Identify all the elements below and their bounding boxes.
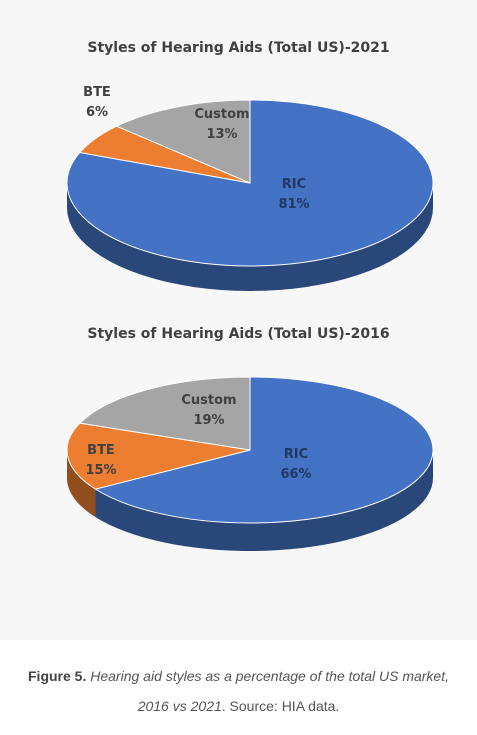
caption-years: 2016 vs 2021 [137, 698, 222, 714]
slice-value-ric-1: 66% [280, 467, 311, 482]
slice-label-custom-1: Custom [181, 393, 236, 408]
slice-label-ric-0: RIC [282, 177, 306, 192]
caption-text: Hearing aid styles as a percentage of th… [90, 668, 449, 684]
pie-side-ric-0 [67, 183, 433, 291]
slice-label-custom-0: Custom [194, 107, 249, 122]
pie-side-bte-1 [67, 450, 96, 518]
pie-slice-custom-0 [115, 99, 251, 184]
slice-value-custom-0: 13% [206, 127, 237, 142]
chart-title-2021: Styles of Hearing Aids (Total US)-2021 [87, 40, 390, 56]
pie-chart-2016: RIC 66% BTE 15% Custom 19% [66, 376, 434, 551]
chart-title-2016: Styles of Hearing Aids (Total US)-2016 [87, 326, 390, 342]
slice-label-bte-1: BTE [87, 443, 115, 458]
slice-value-custom-1: 19% [193, 413, 224, 428]
pie-slice-custom-1 [78, 376, 251, 451]
slice-value-bte-1: 15% [85, 463, 116, 478]
pie-side-ric-1 [95, 450, 434, 551]
slice-label-ric-1: RIC [284, 447, 308, 462]
slice-value-ric-0: 81% [278, 197, 309, 212]
slice-label-bte-0: BTE [83, 85, 111, 100]
figure-caption-line-2: 2016 vs 2021. Source: HIA data. [0, 691, 477, 721]
figure-label: Figure 5. [28, 668, 87, 684]
pie-slice-ric-1 [94, 376, 434, 524]
pie-chart-2021: RIC 81% BTE 6% Custom 13% [66, 85, 434, 291]
pie-slice-bte-1 [66, 422, 251, 490]
caption-source: . Source: HIA data. [221, 698, 340, 714]
slice-value-bte-0: 6% [86, 105, 108, 120]
figure: Styles of Hearing Aids (Total US)-2021 R… [66, 40, 434, 551]
pie-slice-ric-0 [66, 99, 434, 267]
figure-caption-line-1: Figure 5. Hearing aid styles as a percen… [0, 661, 477, 691]
